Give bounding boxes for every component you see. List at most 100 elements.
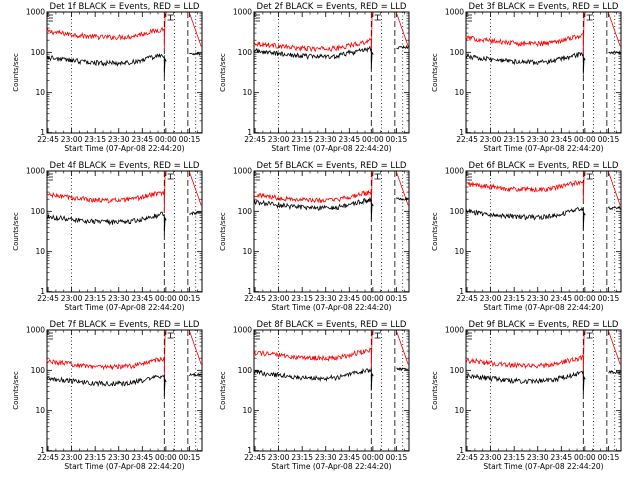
y-tick-label: 100 xyxy=(31,366,46,375)
corner-marker xyxy=(49,332,53,340)
x-tick-label: 23:00 xyxy=(61,294,83,303)
detector-panel-2: Det 2f BLACK = Events, RED = LLD Counts/s… xyxy=(219,2,410,153)
y-tick-label: 10 xyxy=(35,406,45,415)
y-tick-label: 1000 xyxy=(26,326,45,335)
events-series-line xyxy=(465,52,586,75)
x-tick-label: 23:45 xyxy=(550,453,572,462)
y-tick-label: 1000 xyxy=(445,167,464,176)
y-tick-label: 1 xyxy=(40,287,45,296)
plot-frame xyxy=(465,170,622,293)
x-tick-label: 23:15 xyxy=(291,135,313,144)
x-tick-label: 23:30 xyxy=(108,294,130,303)
y-tick-label: 100 xyxy=(31,207,46,216)
events-series-tail xyxy=(396,367,409,372)
corner-marker xyxy=(468,14,472,22)
detector-panel-4: Det 4f BLACK = Events, RED = LLD Counts/s… xyxy=(12,161,203,312)
y-tick-label: 10 xyxy=(242,88,252,97)
x-tick-label: 23:45 xyxy=(131,294,153,303)
y-tick-label: 1000 xyxy=(445,326,464,335)
lld-series-line xyxy=(465,171,586,203)
events-series-line xyxy=(253,45,374,70)
x-tick-label: 22:45 xyxy=(456,294,478,303)
x-tick-label: 00:15 xyxy=(386,135,408,144)
x-tick-label: 23:30 xyxy=(108,453,130,462)
x-tick-label: 22:45 xyxy=(37,135,59,144)
plot-frame xyxy=(465,329,622,452)
x-tick-label: 23:45 xyxy=(131,453,153,462)
x-tick-label: 23:00 xyxy=(268,453,290,462)
x-tick-label: 22:45 xyxy=(244,135,266,144)
x-tick-label: 23:45 xyxy=(131,135,153,144)
y-tick-label: 100 xyxy=(238,207,253,216)
y-tick-label: 1 xyxy=(247,287,252,296)
plot-frame xyxy=(253,329,410,452)
y-tick-label: 1 xyxy=(247,446,252,455)
x-tick-label: 23:15 xyxy=(503,453,525,462)
lld-series-tail xyxy=(396,330,409,365)
x-tick-label: 23:00 xyxy=(480,453,502,462)
lld-series-line xyxy=(46,12,167,50)
y-tick-label: 1000 xyxy=(26,8,45,17)
y-tick-label: 1 xyxy=(459,446,464,455)
detector-panel-9: Det 9f BLACK = Events, RED = LLD Counts/s… xyxy=(431,320,622,471)
x-tick-label: 23:00 xyxy=(268,135,290,144)
x-tick-label: 23:45 xyxy=(550,135,572,144)
x-tick-label: 23:45 xyxy=(338,294,360,303)
lld-series-tail xyxy=(396,12,409,47)
lld-series-tail xyxy=(608,171,621,206)
x-tick-label: 23:00 xyxy=(268,294,290,303)
x-tick-label: 22:45 xyxy=(244,453,266,462)
events-series-line xyxy=(465,370,586,394)
y-tick-label: 1 xyxy=(459,287,464,296)
x-tick-label: 00:00 xyxy=(574,453,596,462)
y-tick-label: 1000 xyxy=(233,326,252,335)
corner-marker xyxy=(256,332,260,340)
attenuator-marker xyxy=(586,14,593,21)
x-tick-label: 23:15 xyxy=(291,453,313,462)
panel-title: Det 9f BLACK = Events, RED = LLD xyxy=(469,320,619,330)
y-axis-label: Counts/sec xyxy=(219,212,227,251)
detector-panel-6: Det 6f BLACK = Events, RED = LLD Counts/s… xyxy=(431,161,622,312)
x-tick-label: 00:00 xyxy=(362,135,384,144)
x-tick-label: 00:15 xyxy=(598,135,620,144)
x-tick-label: 00:15 xyxy=(386,294,408,303)
y-tick-label: 10 xyxy=(35,247,45,256)
corner-marker xyxy=(468,332,472,340)
detector-panel-3: Det 3f BLACK = Events, RED = LLD Counts/s… xyxy=(431,2,622,153)
lld-series-tail xyxy=(189,171,202,206)
attenuator-marker xyxy=(167,14,174,21)
lld-series-tail xyxy=(608,330,621,365)
x-tick-label: 23:30 xyxy=(527,294,549,303)
corner-marker xyxy=(468,173,472,181)
x-tick-label: 00:15 xyxy=(386,453,408,462)
corner-marker xyxy=(49,173,53,181)
x-tick-label: 00:00 xyxy=(155,294,177,303)
lld-series-line xyxy=(465,12,586,57)
y-tick-label: 100 xyxy=(31,48,46,57)
x-tick-label: 23:15 xyxy=(84,294,106,303)
y-axis-label: Counts/sec xyxy=(431,371,439,410)
y-tick-label: 10 xyxy=(242,247,252,256)
x-axis-label: Start Time (07-Apr-08 22:44:20) xyxy=(271,462,391,471)
x-tick-label: 23:00 xyxy=(61,453,83,462)
panel-title: Det 3f BLACK = Events, RED = LLD xyxy=(469,2,619,12)
x-tick-label: 23:00 xyxy=(480,135,502,144)
attenuator-marker xyxy=(374,332,381,339)
x-tick-label: 22:45 xyxy=(244,294,266,303)
x-axis-label: Start Time (07-Apr-08 22:44:20) xyxy=(483,303,603,312)
x-tick-label: 23:30 xyxy=(315,453,337,462)
lld-series-line xyxy=(253,330,374,371)
events-series-line xyxy=(253,367,374,391)
plot-frame xyxy=(46,170,203,293)
attenuator-marker xyxy=(586,332,593,339)
x-tick-label: 00:15 xyxy=(598,453,620,462)
y-tick-label: 10 xyxy=(454,88,464,97)
lld-series-line xyxy=(253,12,374,62)
y-axis-label: Counts/sec xyxy=(12,212,20,251)
x-tick-label: 23:15 xyxy=(84,453,106,462)
y-tick-label: 100 xyxy=(238,366,253,375)
panel-title: Det 8f BLACK = Events, RED = LLD xyxy=(257,320,407,330)
x-tick-label: 00:00 xyxy=(155,453,177,462)
events-series-tail xyxy=(189,372,202,378)
